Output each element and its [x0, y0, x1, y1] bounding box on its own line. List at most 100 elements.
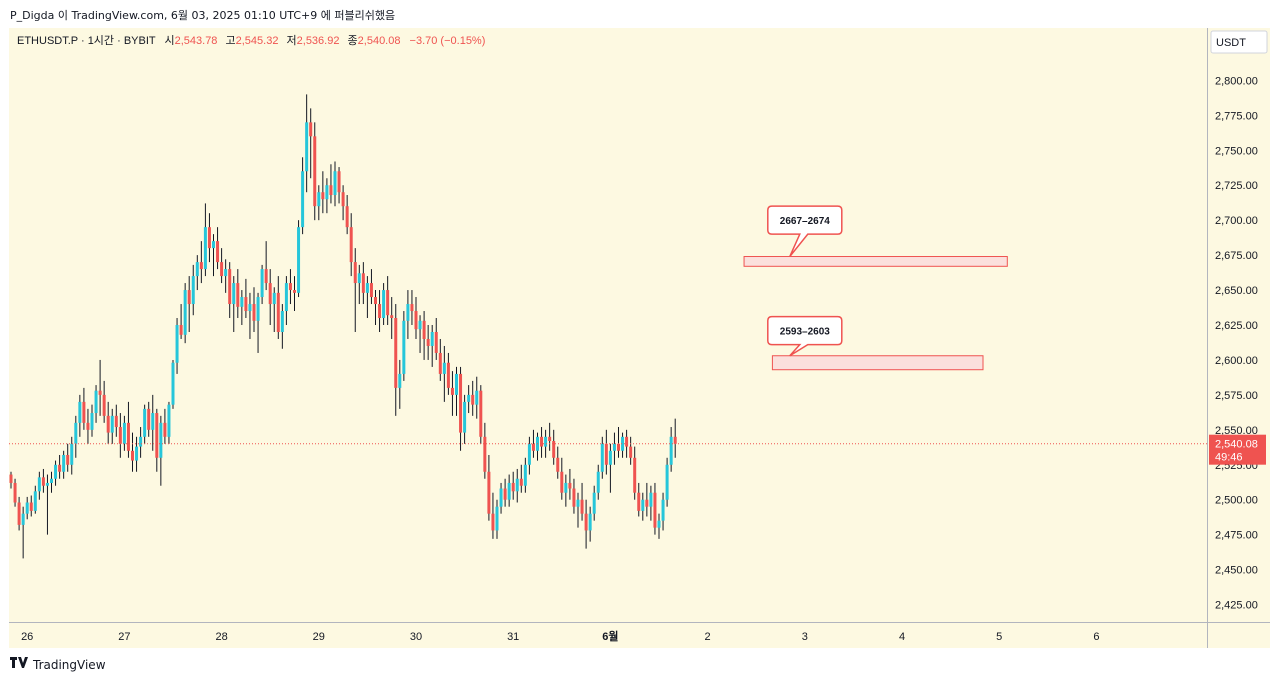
- target-zone[interactable]: 2593–2603: [767, 315, 984, 371]
- candle: [621, 432, 625, 458]
- candle-body: [25, 502, 29, 514]
- candle: [309, 108, 313, 179]
- candle-body: [284, 283, 288, 312]
- candle: [406, 290, 410, 339]
- candle-body: [33, 491, 37, 511]
- zone-box[interactable]: [743, 256, 1008, 267]
- candle-body: [576, 499, 580, 507]
- candle: [224, 259, 228, 293]
- candle: [45, 474, 49, 535]
- candle: [175, 318, 179, 374]
- candle-body: [552, 441, 556, 458]
- candle: [580, 482, 584, 521]
- candle: [317, 185, 321, 221]
- price-axis[interactable]: 2,425.002,450.002,475.002,500.002,525.00…: [1215, 40, 1258, 611]
- time-axis-panel[interactable]: [9, 623, 1270, 648]
- candle: [410, 290, 414, 325]
- candle: [645, 482, 649, 517]
- time-tick-label: 2: [705, 631, 711, 643]
- candle: [252, 287, 256, 332]
- candle: [572, 478, 576, 514]
- candle: [402, 311, 406, 381]
- candle: [653, 482, 657, 535]
- price-tick-label: 2,475.00: [1215, 530, 1258, 542]
- candle: [110, 408, 114, 444]
- candle-body: [110, 415, 114, 433]
- candle: [90, 404, 94, 437]
- candle-body: [596, 471, 600, 493]
- candle: [649, 485, 653, 521]
- symbol-legend[interactable]: ETHUSDT.P · 1시간 · BYBIT 시2,543.78 고2,545…: [17, 34, 485, 47]
- candle-body: [329, 185, 333, 196]
- candle: [199, 241, 203, 284]
- candle: [147, 401, 151, 437]
- candle: [495, 499, 499, 539]
- candle-body: [580, 499, 584, 514]
- candle: [167, 401, 171, 444]
- candle: [276, 276, 280, 339]
- candle: [625, 429, 629, 458]
- candle: [422, 311, 426, 360]
- candle: [527, 436, 531, 475]
- candle: [657, 513, 661, 539]
- candle: [560, 457, 564, 500]
- candle: [122, 415, 126, 451]
- candle: [260, 264, 264, 305]
- change-value: −3.70 (−0.15%): [410, 35, 486, 47]
- candle: [272, 287, 276, 332]
- candle-body: [9, 474, 13, 483]
- candle: [41, 468, 45, 493]
- candle-body: [608, 450, 612, 465]
- candle-body: [183, 290, 187, 335]
- currency-badge[interactable]: USDT: [1210, 30, 1268, 54]
- candle: [191, 264, 195, 316]
- target-zone[interactable]: 2667–2674: [743, 205, 1008, 267]
- candle: [523, 457, 527, 493]
- symbol-name[interactable]: ETHUSDT.P · 1시간 · BYBIT: [17, 34, 156, 47]
- candle-body: [159, 422, 163, 458]
- candle: [584, 499, 588, 549]
- candle: [483, 422, 487, 479]
- candle-body: [13, 482, 17, 503]
- candle-body: [50, 478, 53, 483]
- plot-area[interactable]: [9, 28, 1207, 622]
- candle: [499, 482, 503, 514]
- candle-body: [297, 227, 301, 293]
- target-zones[interactable]: 2667–2674 2593–2603: [743, 205, 1008, 371]
- candle-body: [382, 290, 386, 319]
- candle-body: [131, 450, 134, 461]
- price-tick-label: 2,450.00: [1215, 565, 1258, 577]
- tradingview-brand[interactable]: TradingView: [10, 657, 106, 672]
- candle-body: [572, 488, 576, 507]
- candle: [268, 269, 272, 325]
- candle: [195, 255, 199, 291]
- tradingview-brand-text: TradingView: [33, 657, 106, 672]
- candle-body: [21, 513, 25, 525]
- candle-body: [244, 297, 248, 312]
- open-value: 2,543.78: [175, 35, 218, 47]
- candle-body: [66, 454, 70, 465]
- price-chart[interactable]: 2667–2674 2593–2603 2,425.00 2,450.00 2,475…: [0, 0, 1280, 650]
- candle: [163, 408, 167, 444]
- candle: [228, 262, 232, 319]
- candle-body: [280, 311, 284, 332]
- zone-box[interactable]: [771, 355, 984, 371]
- candle: [434, 318, 438, 360]
- time-axis[interactable]: 26 27 28 29 30 31 6월 2 3 4 5 6: [21, 629, 1099, 643]
- candle: [390, 297, 394, 339]
- zone-callout[interactable]: [767, 205, 843, 257]
- candle-body: [232, 283, 236, 305]
- candle: [487, 454, 491, 521]
- candle-body: [637, 492, 641, 511]
- candle-body: [645, 499, 649, 507]
- candle-body: [402, 320, 406, 374]
- candle: [118, 413, 122, 458]
- candle-body: [151, 413, 155, 430]
- candle-body: [256, 297, 260, 321]
- price-tick-label: 2,425.00: [1215, 600, 1258, 612]
- candle-body: [122, 422, 126, 444]
- zone-callout[interactable]: [767, 315, 843, 357]
- price-axis-panel[interactable]: [1208, 28, 1270, 622]
- candle-body: [564, 482, 568, 493]
- candle: [471, 380, 475, 416]
